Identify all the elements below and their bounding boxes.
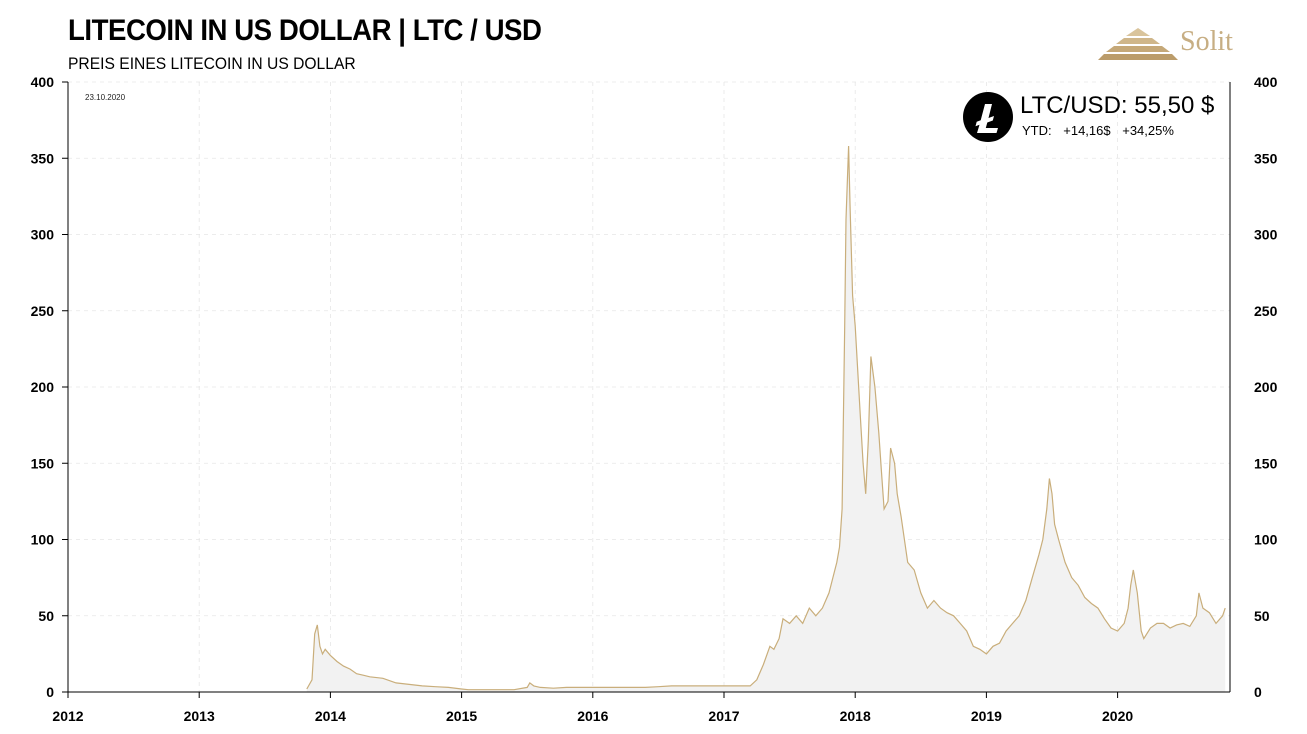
y-tick-label-left: 100	[31, 532, 55, 548]
y-tick-label-left: 300	[31, 227, 55, 243]
price-line	[306, 145, 1226, 691]
price-area	[306, 146, 1226, 692]
y-tick-label-right: 50	[1254, 608, 1270, 624]
y-tick-label-left: 400	[31, 74, 55, 90]
y-tick-label-left: 200	[31, 379, 55, 395]
x-tick-label: 2020	[1102, 708, 1133, 724]
ticker-price: LTC/USD: 55,50 $	[1020, 92, 1214, 120]
x-tick-label: 2017	[708, 708, 739, 724]
y-tick-label-right: 350	[1254, 150, 1278, 166]
solit-logo: Solit	[1098, 24, 1268, 64]
y-tick-label-left: 150	[31, 455, 55, 471]
chart-axes: 0 0 50 50 100 100 150 150 200 200 250 250 300 300 350 3…	[31, 74, 1278, 724]
x-tick-label: 2012	[52, 708, 83, 724]
x-tick-label: 2014	[315, 708, 346, 724]
x-tick-label: 2015	[446, 708, 477, 724]
y-tick-label-right: 300	[1254, 227, 1278, 243]
x-tick-label: 2018	[840, 708, 871, 724]
page-subtitle: PREIS EINES LITECOIN IN US DOLLAR	[68, 54, 356, 73]
litecoin-badge	[963, 92, 1013, 142]
y-tick-label-right: 250	[1254, 303, 1278, 319]
y-tick-label-right: 100	[1254, 532, 1278, 548]
chart-date: 23.10.2020	[85, 93, 126, 102]
y-tick-label-right: 200	[1254, 379, 1278, 395]
x-tick-label: 2016	[577, 708, 608, 724]
brand-name: Solit	[1180, 26, 1233, 57]
litecoin-icon	[975, 104, 998, 133]
ytd-label: YTD:	[1022, 123, 1052, 138]
x-tick-label: 2013	[184, 708, 215, 724]
y-tick-label-right: 150	[1254, 455, 1278, 471]
ticker-ytd: YTD: +14,16$ +34,25%	[1022, 123, 1182, 138]
ytd-percent: +34,25%	[1122, 123, 1174, 138]
y-tick-label-left: 0	[46, 684, 54, 700]
y-tick-label-left: 250	[31, 303, 55, 319]
y-tick-label-right: 0	[1254, 684, 1262, 700]
pyramid-icon	[1098, 28, 1178, 60]
page-title: LITECOIN IN US DOLLAR | LTC / USD	[68, 14, 542, 47]
chart-grid	[68, 81, 1230, 692]
ytd-absolute: +14,16$	[1063, 123, 1111, 138]
x-tick-label: 2019	[971, 708, 1002, 724]
ticker-value: 55,50 $	[1134, 92, 1215, 119]
y-tick-label-right: 400	[1254, 74, 1278, 90]
ticker-pair: LTC/USD:	[1020, 92, 1128, 119]
y-tick-label-left: 350	[31, 150, 55, 166]
y-tick-label-left: 50	[38, 608, 54, 624]
